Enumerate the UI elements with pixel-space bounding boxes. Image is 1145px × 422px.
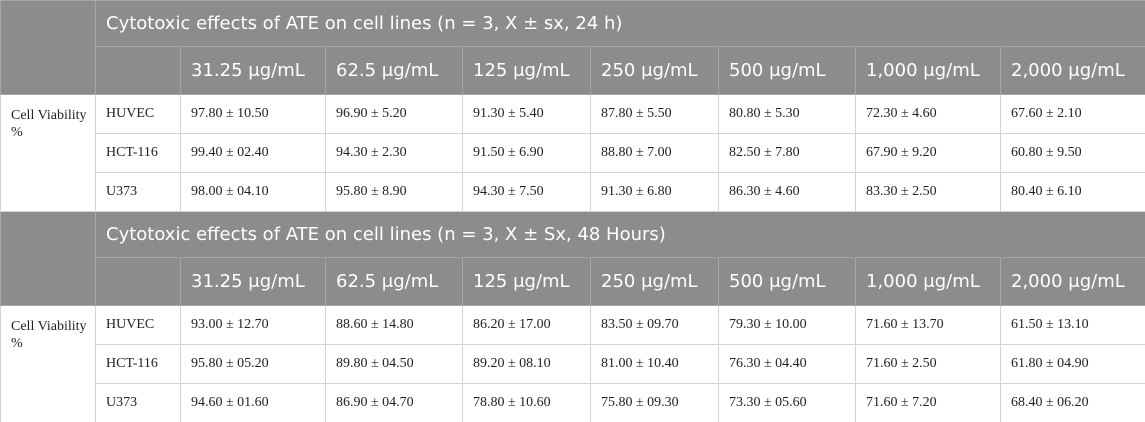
value-cell: 83.30 ± 2.50 [855,172,1001,212]
value-cell: 95.80 ± 05.20 [180,344,326,384]
column-header: 2,000 μg/mL [999,257,1145,306]
row-label: Cell Viability % [0,305,96,422]
row-label: Cell Viability % [0,94,96,212]
column-header: 500 μg/mL [718,257,856,306]
value-cell: 93.00 ± 12.70 [180,305,326,345]
corner-cell [0,211,96,306]
cell-line: HUVEC [95,305,181,345]
value-cell: 81.00 ± 10.40 [590,344,719,384]
value-cell: 68.40 ± 06.20 [999,383,1145,422]
value-cell: 60.80 ± 9.50 [999,133,1145,173]
value-cell: 96.90 ± 5.20 [325,94,463,134]
value-cell: 80.80 ± 5.30 [718,94,856,134]
title-row: Cytotoxic effects of ATE on cell lines (… [0,0,1145,95]
cell-line: U373 [95,383,181,422]
blank-header [95,257,181,306]
cell-line: U373 [95,172,181,212]
value-cell: 88.80 ± 7.00 [590,133,719,173]
corner-cell [0,0,96,95]
data-row: HCT-116 99.40 ± 02.40 94.30 ± 2.30 91.50 ± … [1,133,1145,173]
value-cell: 78.80 ± 10.60 [462,383,591,422]
header-row: 31.25 μg/mL 62.5 μg/mL 125 μg/mL 250 μg/mL 5… [1,46,1145,95]
value-cell: 67.90 ± 9.20 [855,133,1001,173]
value-cell: 61.50 ± 13.10 [999,305,1145,345]
data-row: Cell Viability % HUVEC 93.00 ± 12.70 88.60 … [0,305,1145,422]
column-header: 125 μg/mL [462,46,591,95]
value-cell: 71.60 ± 13.70 [855,305,1001,345]
value-cell: 89.20 ± 08.10 [462,344,591,384]
value-cell: 97.80 ± 10.50 [180,94,326,134]
value-cell: 71.60 ± 7.20 [855,383,1001,422]
column-header: 31.25 μg/mL [180,257,326,306]
cell-line: HCT-116 [95,133,181,173]
value-cell: 79.30 ± 10.00 [718,305,856,345]
column-header: 2,000 μg/mL [999,46,1145,95]
column-header: 500 μg/mL [718,46,856,95]
data-row: U373 98.00 ± 04.10 95.80 ± 8.90 94.30 ± 7.5… [1,172,1145,212]
value-cell: 80.40 ± 6.10 [999,172,1145,212]
value-cell: 99.40 ± 02.40 [180,133,326,173]
value-cell: 86.20 ± 17.00 [462,305,591,345]
section-title: Cytotoxic effects of ATE on cell lines (… [94,0,1145,47]
column-header: 250 μg/mL [590,46,719,95]
column-header: 62.5 μg/mL [325,46,463,95]
column-header: 31.25 μg/mL [180,46,326,95]
value-cell: 95.80 ± 8.90 [325,172,463,212]
value-cell: 76.30 ± 04.40 [718,344,856,384]
cell-line: HCT-116 [95,344,181,384]
section-title: Cytotoxic effects of ATE on cell lines (… [94,211,1145,258]
data-row: U373 94.60 ± 01.60 86.90 ± 04.70 78.80 ± 10… [1,383,1145,422]
data-row: Cell Viability % HUVEC 97.80 ± 10.50 96.90 … [0,94,1145,212]
blank-header [95,46,181,95]
value-cell: 86.30 ± 4.60 [718,172,856,212]
cell-line: HUVEC [95,94,181,134]
value-cell: 86.90 ± 04.70 [325,383,463,422]
value-cell: 73.30 ± 05.60 [718,383,856,422]
value-cell: 75.80 ± 09.30 [590,383,719,422]
value-cell: 88.60 ± 14.80 [325,305,463,345]
column-header: 1,000 μg/mL [855,257,1001,306]
data-row: HCT-116 95.80 ± 05.20 89.80 ± 04.50 89.20 ±… [1,344,1145,384]
column-header: 125 μg/mL [462,257,591,306]
value-cell: 91.50 ± 6.90 [462,133,591,173]
value-cell: 98.00 ± 04.10 [180,172,326,212]
column-header: 62.5 μg/mL [325,257,463,306]
value-cell: 94.60 ± 01.60 [180,383,326,422]
value-cell: 87.80 ± 5.50 [590,94,719,134]
value-cell: 67.60 ± 2.10 [999,94,1145,134]
value-cell: 82.50 ± 7.80 [718,133,856,173]
value-cell: 91.30 ± 5.40 [462,94,591,134]
value-cell: 94.30 ± 7.50 [462,172,591,212]
value-cell: 91.30 ± 6.80 [590,172,719,212]
column-header: 250 μg/mL [590,257,719,306]
header-row: 31.25 μg/mL 62.5 μg/mL 125 μg/mL 250 μg/mL 5… [1,257,1145,306]
value-cell: 89.80 ± 04.50 [325,344,463,384]
column-header: 1,000 μg/mL [855,46,1001,95]
title-row: Cytotoxic effects of ATE on cell lines (… [0,211,1145,306]
value-cell: 72.30 ± 4.60 [855,94,1001,134]
value-cell: 71.60 ± 2.50 [855,344,1001,384]
value-cell: 61.80 ± 04.90 [999,344,1145,384]
value-cell: 83.50 ± 09.70 [590,305,719,345]
value-cell: 94.30 ± 2.30 [325,133,463,173]
